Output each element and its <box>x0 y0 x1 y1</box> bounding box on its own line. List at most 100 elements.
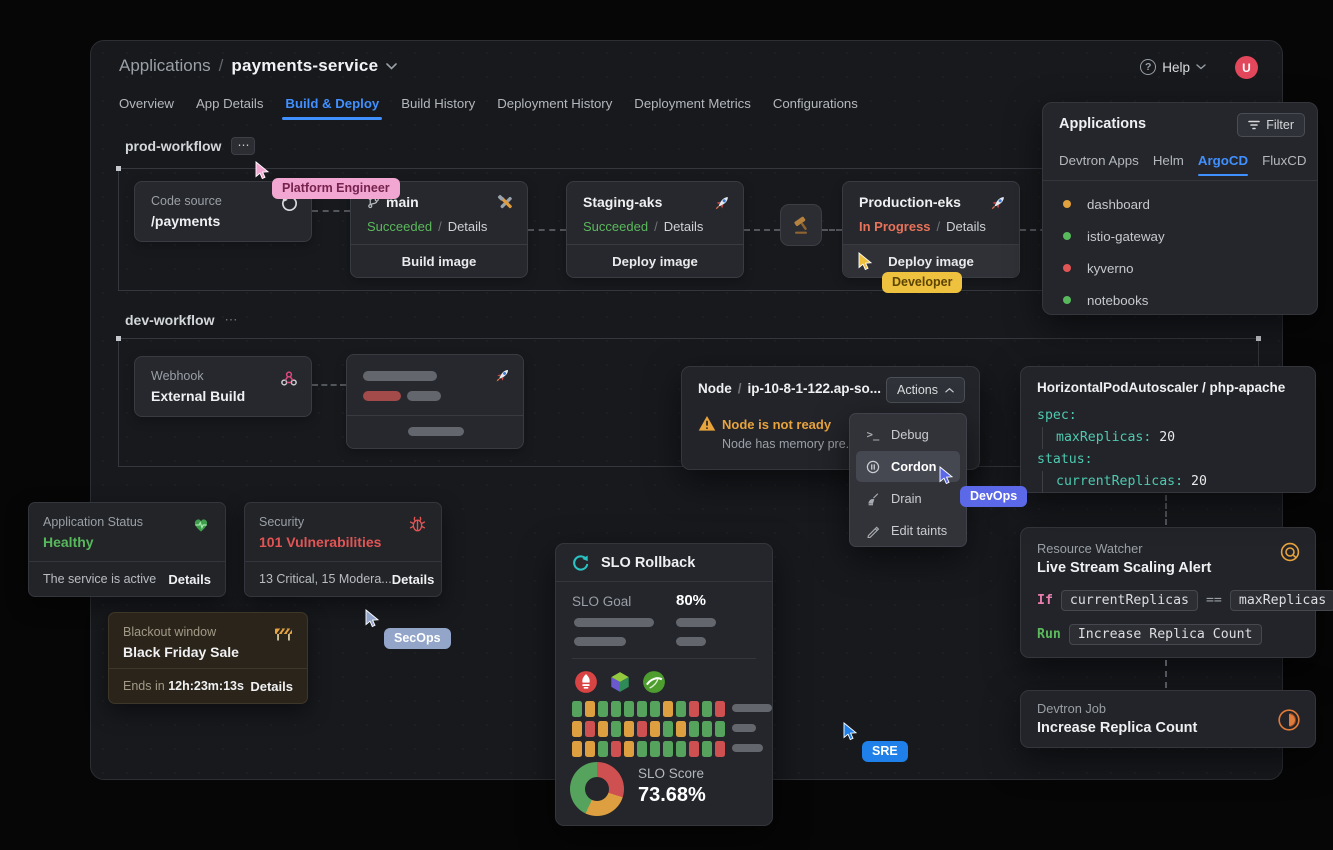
build-details-link[interactable]: Details <box>447 219 488 234</box>
tab-configurations[interactable]: Configurations <box>772 95 858 111</box>
slo-grid-cell <box>663 741 673 757</box>
help-button[interactable]: ? Help <box>1140 59 1206 75</box>
slo-history-grid <box>572 701 725 757</box>
app-name: payments-service <box>231 56 379 75</box>
blackout-card-value: Black Friday Sale <box>123 644 239 660</box>
app-switcher-chevron-down-icon[interactable] <box>386 62 398 70</box>
slo-panel-title: SLO Rollback <box>601 554 696 571</box>
tab-deployment-metrics[interactable]: Deployment Metrics <box>634 95 751 111</box>
job-title: Increase Replica Count <box>1037 720 1198 736</box>
slo-score-value: 73.68% <box>638 784 706 806</box>
tab-argocd[interactable]: ArgoCD <box>1197 153 1249 176</box>
cursor-label-platform-engineer: Platform Engineer <box>272 178 400 199</box>
tab-app-details[interactable]: App Details <box>195 95 264 111</box>
job-label: Devtron Job <box>1037 701 1106 716</box>
tab-fluxcd[interactable]: FluxCD <box>1262 153 1307 168</box>
build-stage-card[interactable]: main Succeeded / Details Build image <box>350 181 528 278</box>
tab-build-and-deploy[interactable]: Build & Deploy <box>282 95 382 120</box>
webhook-name: External Build <box>151 388 246 404</box>
code-source-repo: /payments <box>151 213 221 229</box>
slo-grid-cell <box>676 701 686 717</box>
skeleton-bar <box>407 391 441 401</box>
build-status: Succeeded <box>367 219 433 234</box>
production-details-link[interactable]: Details <box>946 219 986 234</box>
tab-overview[interactable]: Overview <box>119 95 174 111</box>
app-list-item[interactable]: istio-gateway <box>1043 220 1317 252</box>
prod-workflow-title: prod-workflow <box>125 138 222 154</box>
title-separator: / <box>737 381 742 396</box>
slo-grid-cell <box>715 741 725 757</box>
slo-grid-cell <box>715 721 725 737</box>
slo-grid-cell <box>650 721 660 737</box>
help-label: Help <box>1162 59 1190 75</box>
tab-build-history[interactable]: Build History <box>401 95 476 111</box>
node-name: ip-10-8-1-122.ap-so... <box>747 381 882 396</box>
staging-details-link[interactable]: Details <box>663 219 704 234</box>
breadcrumb-root[interactable]: Applications <box>119 56 211 75</box>
slo-grid-cell <box>689 721 699 737</box>
app-tab-bar: Overview App Details Build & Deploy Buil… <box>119 91 858 120</box>
filter-button[interactable]: Filter <box>1237 113 1305 137</box>
slo-score-donut <box>570 762 624 816</box>
production-stage-card[interactable]: Production-eks In Progress / Details Dep… <box>842 181 1020 278</box>
webhook-card[interactable]: Webhook External Build <box>134 356 312 417</box>
security-details-link[interactable]: Details <box>391 571 435 587</box>
build-tools-icon <box>496 194 515 213</box>
application-status-card: Application Status Healthy The service i… <box>28 502 226 597</box>
barrier-icon <box>273 624 294 642</box>
menu-item-debug[interactable]: >_ Debug <box>856 419 960 450</box>
dev-workflow-title: dev-workflow <box>125 312 215 328</box>
resize-handle <box>116 166 121 171</box>
watcher-title: Live Stream Scaling Alert <box>1037 560 1212 576</box>
rollback-undo-icon <box>572 554 589 571</box>
dev-workflow-menu-button[interactable]: ⋯ <box>224 312 240 327</box>
prod-workflow-menu-button[interactable]: ⋯ <box>231 137 256 155</box>
user-avatar[interactable]: U <box>1235 56 1258 79</box>
security-card: Security 101 Vulnerabilities 13 Critical… <box>244 502 442 597</box>
staging-stage-card[interactable]: Staging-aks Succeeded / Details Deploy i… <box>566 181 744 278</box>
production-status: In Progress <box>859 219 931 234</box>
blackout-card-label: Blackout window <box>123 625 217 639</box>
build-image-button[interactable]: Build image <box>351 244 527 277</box>
slo-grid-cell <box>650 741 660 757</box>
tab-deployment-history[interactable]: Deployment History <box>497 95 613 111</box>
status-card-footer: The service is active <box>43 572 157 586</box>
yaml-key: currentReplicas: <box>1056 474 1184 489</box>
status-card-label: Application Status <box>43 515 144 529</box>
resource-watcher-panel: Resource Watcher Live Stream Scaling Ale… <box>1020 527 1333 658</box>
code-source-card[interactable]: Code source /payments <box>134 181 312 242</box>
branch-icon <box>367 195 380 209</box>
production-name: Production-eks <box>859 194 961 210</box>
menu-item-cordon[interactable]: Cordon <box>856 451 960 482</box>
app-list-item[interactable]: dashboard <box>1043 188 1317 220</box>
slo-grid-cell <box>585 741 595 757</box>
heartbeat-icon <box>191 515 211 534</box>
if-keyword: If <box>1037 593 1053 608</box>
slo-grid-cell <box>637 721 647 737</box>
tab-devtron-apps[interactable]: Devtron Apps <box>1059 153 1139 168</box>
production-deploy-image-button[interactable]: Deploy image <box>843 244 1019 277</box>
run-keyword: Run <box>1037 627 1061 642</box>
status-separator: / <box>936 219 941 234</box>
resize-handle <box>116 336 121 341</box>
menu-item-drain[interactable]: Drain <box>856 483 960 514</box>
app-item-name: dashboard <box>1087 196 1150 212</box>
operator: == <box>1205 593 1222 608</box>
slo-grid-cell <box>624 741 634 757</box>
node-panel-title: Node / ip-10-8-1-122.ap-so... <box>698 381 881 396</box>
tab-helm[interactable]: Helm <box>1152 153 1184 168</box>
app-list-item[interactable]: notebooks <box>1043 284 1317 316</box>
slo-grid-cell <box>585 721 595 737</box>
skeleton-bar <box>363 391 401 401</box>
skeleton-bar <box>732 704 772 712</box>
donut-hole <box>585 777 609 801</box>
approval-gavel-button[interactable] <box>780 204 822 246</box>
menu-item-edit-taints[interactable]: Edit taints <box>856 515 960 546</box>
status-details-link[interactable]: Details <box>168 571 211 587</box>
blackout-details-link[interactable]: Details <box>250 678 293 694</box>
node-actions-button[interactable]: Actions <box>886 377 965 403</box>
pause-circle-icon <box>865 460 881 474</box>
app-list-item[interactable]: kyverno <box>1043 252 1317 284</box>
staging-deploy-image-button[interactable]: Deploy image <box>567 244 743 277</box>
slo-grid-cell <box>572 701 582 717</box>
